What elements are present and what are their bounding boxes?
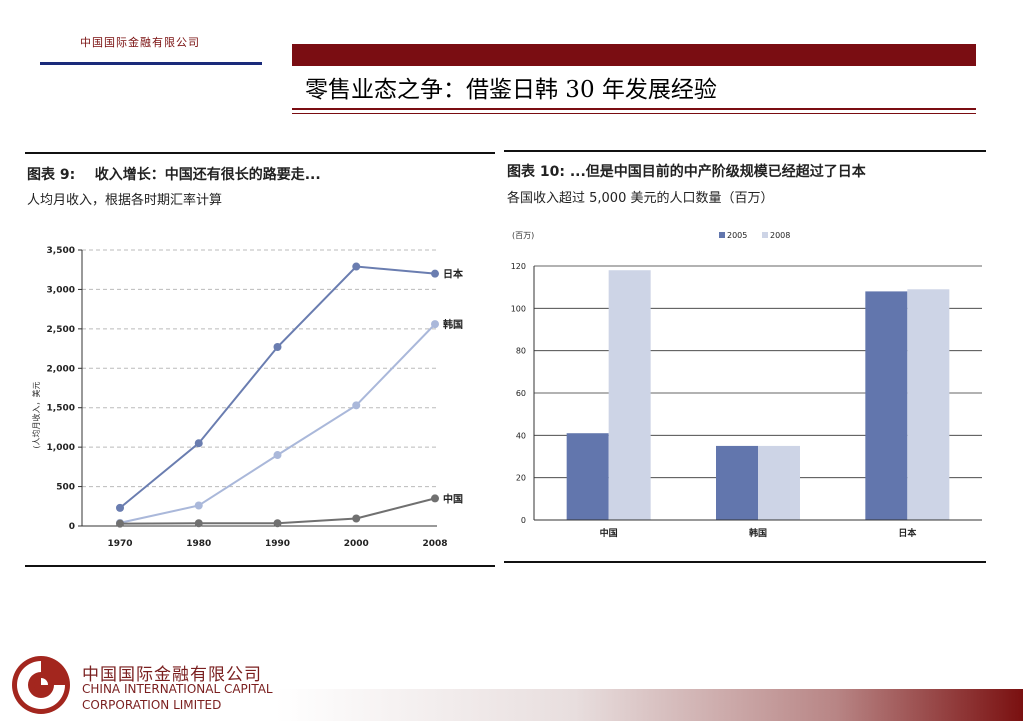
left-chart-series <box>116 262 439 528</box>
slide-title: 零售业态之争：借鉴日韩 30 年发展经验 <box>305 77 717 103</box>
right-chart-y-tick-label: 20 <box>516 474 526 483</box>
left-chart-x-tick-label: 1970 <box>107 539 132 549</box>
left-chart-y-axis-label: (人均月收入，美元 <box>31 381 41 448</box>
left-chart-data-point <box>273 342 282 351</box>
left-chart-y-tick-label: 1,000 <box>47 443 75 453</box>
left-chart-data-point <box>116 519 124 528</box>
right-chart-legend-label: 2008 <box>770 231 790 240</box>
left-chart-x-ticks: 1970 1980 1990 2000 2008 <box>107 539 447 549</box>
left-chart-y-tick-label: 2,500 <box>47 325 75 335</box>
left-chart-data-point <box>352 514 361 523</box>
right-figure-label: 图表 10: <box>507 164 565 180</box>
right-chart-y-tick-label: 60 <box>516 389 526 398</box>
header-underline <box>40 62 262 65</box>
right-figure-title-text: ...但是中国目前的中产阶级规模已经超过了日本 <box>569 164 866 180</box>
left-chart-data-point <box>352 401 361 410</box>
header-company-name: 中国国际金融有限公司 <box>80 36 200 49</box>
right-chart-bars <box>566 270 950 520</box>
right-chart-axes <box>533 266 982 521</box>
left-chart-y-tick-label: 3,500 <box>47 246 75 256</box>
left-chart-data-point <box>194 439 203 448</box>
right-chart-y-tick-label: 80 <box>516 347 526 356</box>
right-chart-y-tick-label: 120 <box>511 262 526 271</box>
left-chart-data-point <box>431 269 439 278</box>
right-chart-unit-label: (百万) <box>512 231 534 240</box>
right-chart-legend-label: 2005 <box>727 231 747 240</box>
left-chart-x-tick-label: 1990 <box>265 539 290 549</box>
right-chart-bar <box>608 270 651 520</box>
left-figure-title: 图表 9: 收入增长：中国还有很长的路要走... <box>27 164 321 184</box>
title-rule <box>292 108 976 110</box>
right-panel-bottom-rule <box>504 561 986 563</box>
left-figure-title-text: 收入增长：中国还有很长的路要走... <box>94 167 321 183</box>
footer-gradient-bar <box>276 689 1023 721</box>
left-chart-grid <box>82 249 437 488</box>
left-panel-top-rule <box>25 152 495 154</box>
left-chart-series-label: 韩国 <box>443 318 463 331</box>
footer-company-en-line1: CHINA INTERNATIONAL CAPITAL <box>82 682 273 696</box>
left-chart-data-point <box>352 262 361 271</box>
footer-company-en-line2: CORPORATION LIMITED <box>82 698 222 712</box>
left-chart-axes <box>81 250 437 527</box>
left-chart-data-point <box>194 519 203 528</box>
right-chart-bar <box>865 291 908 520</box>
left-figure-subtitle: 人均月收入，根据各时期汇率计算 <box>27 193 223 208</box>
left-chart-data-point <box>431 320 439 329</box>
left-chart-data-point <box>116 503 124 512</box>
left-chart-data-point <box>194 501 203 510</box>
right-chart-x-ticks: 中国 韩国 日本 <box>600 527 918 539</box>
right-chart-y-ticks: 0 20 40 60 80 100 120 <box>511 262 526 525</box>
right-chart-y-tick-label: 0 <box>521 516 526 525</box>
right-chart-x-tick-label: 韩国 <box>749 527 767 539</box>
left-chart-data-point <box>431 494 439 503</box>
right-chart-bar <box>566 433 609 520</box>
right-chart-x-tick-label: 中国 <box>600 527 618 539</box>
left-chart-series-label: 日本 <box>443 268 464 281</box>
left-chart-series-line <box>119 265 436 509</box>
left-chart-y-tick-label: 0 <box>69 522 75 532</box>
right-chart-x-tick-label: 日本 <box>898 527 917 539</box>
left-chart-y-tick-label: 3,000 <box>47 285 75 295</box>
right-chart-y-tick-label: 100 <box>511 304 526 313</box>
left-chart-y-tick-label: 2,000 <box>47 364 75 374</box>
right-chart-legend-swatch <box>719 232 725 238</box>
right-bar-chart: (百万) 2005 2008 0 20 40 60 80 100 120 中国 韩国 日本 <box>511 231 982 539</box>
cicc-logo-icon <box>12 656 70 714</box>
left-chart-series-label: 中国 <box>443 492 463 505</box>
right-chart-legend-swatch <box>762 232 768 238</box>
left-chart-x-tick-label: 2000 <box>344 539 369 549</box>
left-chart-data-point <box>273 451 282 460</box>
left-figure-label: 图表 9: <box>27 167 76 183</box>
right-chart-bar <box>907 289 950 520</box>
left-chart-series-line <box>119 323 436 524</box>
left-chart-y-tick-label: 500 <box>56 483 75 493</box>
left-chart-y-tick-label: 1,500 <box>47 404 75 414</box>
title-rule-thin <box>292 113 976 114</box>
right-figure-title: 图表 10: ...但是中国目前的中产阶级规模已经超过了日本 <box>507 161 866 181</box>
left-chart-data-point <box>273 519 282 528</box>
right-chart-legend: 2005 2008 <box>719 231 790 240</box>
left-chart-x-tick-label: 2008 <box>422 539 447 549</box>
right-chart-y-tick-label: 40 <box>516 431 526 440</box>
right-chart-bar <box>716 445 758 520</box>
right-chart-bar <box>758 445 800 520</box>
left-chart-y-ticks: 0 500 1,000 1,500 2,000 2,500 3,000 3,500 <box>47 246 82 532</box>
title-bar <box>292 44 976 66</box>
left-panel-bottom-rule <box>25 565 495 567</box>
right-panel-top-rule <box>504 150 986 152</box>
right-figure-subtitle: 各国收入超过 5,000 美元的人口数量（百万） <box>507 191 774 206</box>
footer-company-cn: 中国国际金融有限公司 <box>82 665 262 685</box>
left-chart-x-tick-label: 1980 <box>186 539 211 549</box>
